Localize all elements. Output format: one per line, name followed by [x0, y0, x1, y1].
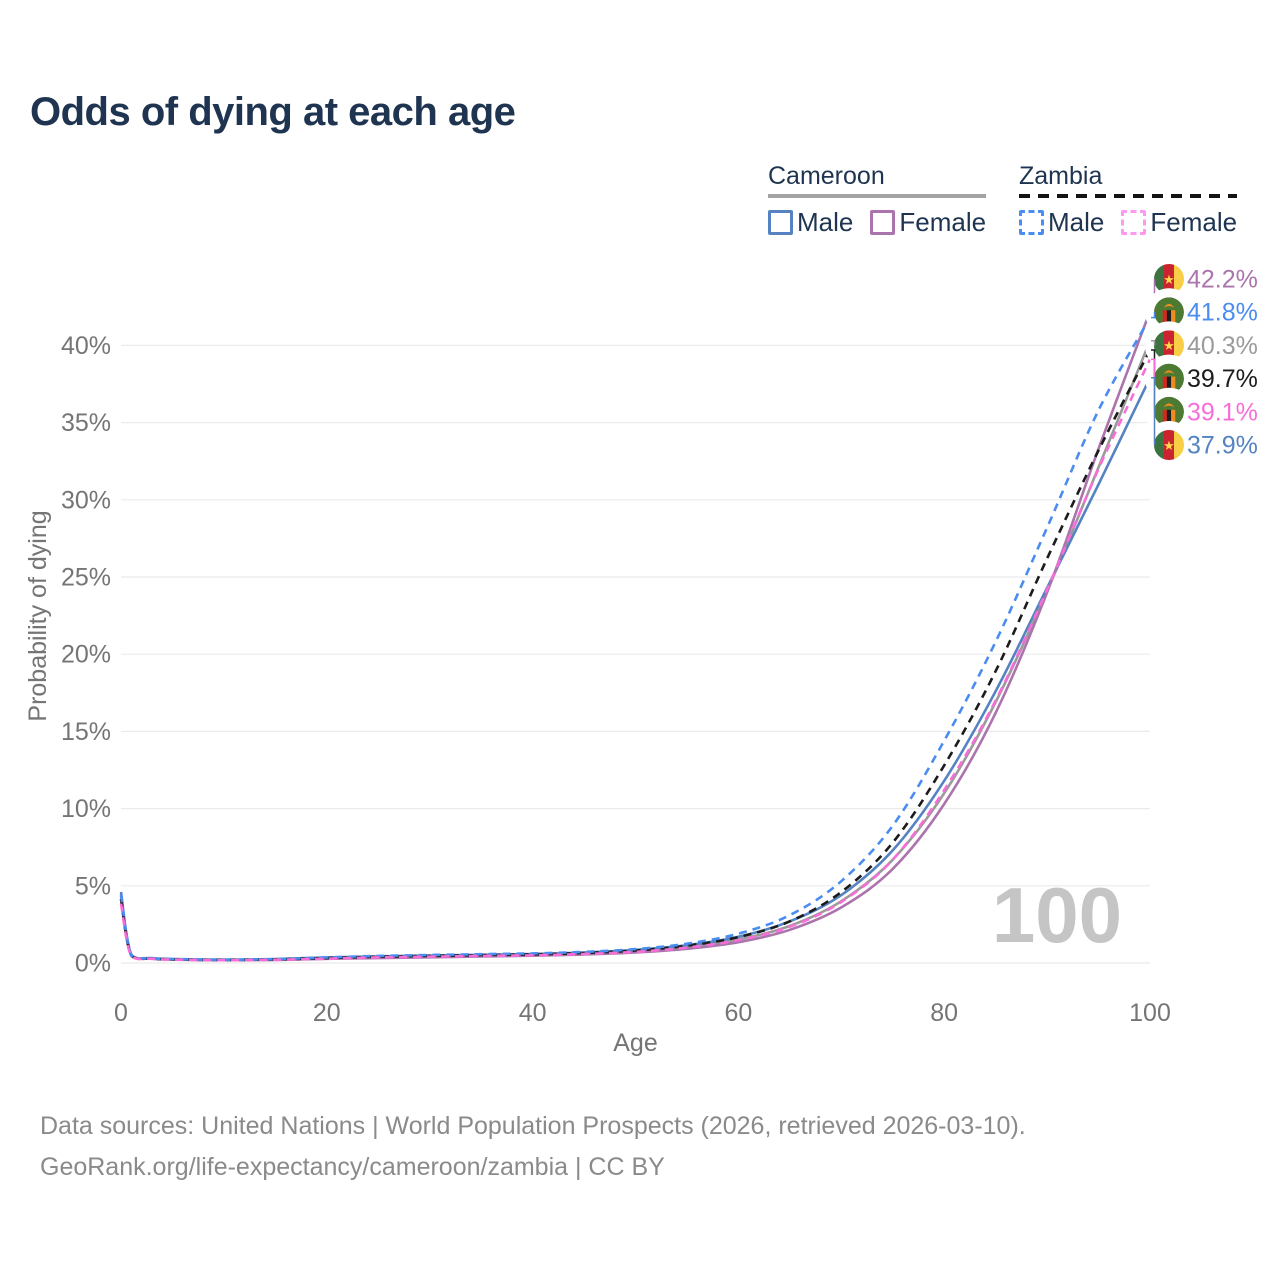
- cameroon-underline-swatch: [768, 194, 987, 198]
- legend-country-cameroon: Cameroon: [768, 162, 885, 190]
- footer-data-sources: Data sources: United Nations | World Pop…: [40, 1112, 1026, 1140]
- cameroon-flag-icon: ★: [1145, 421, 1193, 469]
- end-label-value-cameroon-female: 42.2%: [1187, 266, 1258, 294]
- series-line-zambia-male[interactable]: [119, 316, 1152, 962]
- legend-label: Female: [1150, 207, 1238, 237]
- x-tick-label: 80: [930, 999, 958, 1027]
- y-axis-title: Probability of dying: [24, 510, 52, 721]
- zambia-underline-swatch: [1019, 194, 1238, 198]
- series-line-zambia[interactable]: [119, 349, 1152, 962]
- x-tick-label: 0: [114, 999, 128, 1027]
- y-tick-label: 40%: [61, 332, 111, 360]
- legend-group-zambia: Zambia Male Female: [1019, 162, 1238, 238]
- x-tick-label: 100: [1129, 999, 1171, 1027]
- y-tick-label: 0%: [75, 950, 111, 978]
- end-label-value-cameroon: 40.3%: [1187, 332, 1258, 360]
- legend-label: Male: [1048, 207, 1105, 237]
- legend-label: Female: [899, 207, 987, 237]
- legend-item-zambia-female[interactable]: Female: [1121, 207, 1237, 238]
- page-title: Odds of dying at each age: [30, 90, 516, 134]
- legend-item-cameroon-female[interactable]: Female: [870, 207, 986, 238]
- svg-text:★: ★: [1163, 272, 1175, 287]
- legend-label: Male: [797, 207, 854, 237]
- end-label-value-zambia-female: 39.1%: [1187, 398, 1258, 426]
- chart-canvas[interactable]: 0% 5% 10% 15% 20% 25% 30% 35% 40% 0 20 40 60 80 100 Age…: [0, 0, 1280, 1080]
- end-label-connector: [1151, 377, 1156, 445]
- y-tick-label: 20%: [61, 641, 111, 669]
- series-line-cameroon-female[interactable]: [119, 310, 1152, 962]
- end-label-value-cameroon-male: 37.9%: [1187, 432, 1258, 460]
- x-tick-label: 40: [519, 999, 547, 1027]
- checkbox-zambia-male-icon[interactable]: [1019, 210, 1044, 235]
- y-tick-label: 10%: [61, 795, 111, 823]
- footer: Data sources: United Nations | World Pop…: [40, 1106, 1026, 1188]
- end-label-value-zambia-male: 41.8%: [1187, 299, 1258, 327]
- svg-text:★: ★: [1163, 438, 1175, 453]
- series-line-zambia-female[interactable]: [119, 358, 1152, 962]
- end-label-value-zambia: 39.7%: [1187, 365, 1258, 393]
- legend-country-zambia: Zambia: [1019, 162, 1103, 190]
- legend-item-cameroon-male[interactable]: Male: [768, 207, 853, 238]
- checkbox-zambia-female-icon[interactable]: [1121, 210, 1147, 235]
- checkbox-cameroon-male-icon[interactable]: [768, 210, 793, 235]
- footer-attribution: GeoRank.org/life-expectancy/cameroon/zam…: [40, 1153, 665, 1181]
- y-tick-label: 35%: [61, 409, 111, 437]
- end-label-connector: [1151, 312, 1156, 319]
- x-tick-label: 20: [313, 999, 341, 1027]
- svg-text:★: ★: [1163, 338, 1175, 353]
- legend-group-cameroon: Cameroon Male Female: [768, 162, 987, 238]
- age-watermark: 100: [991, 871, 1122, 959]
- series-line-cameroon[interactable]: [119, 340, 1152, 962]
- y-tick-label: 25%: [61, 564, 111, 592]
- x-axis-title: Age: [613, 1029, 657, 1057]
- checkbox-cameroon-female-icon[interactable]: [870, 210, 896, 235]
- y-tick-label: 5%: [75, 872, 111, 900]
- x-tick-label: 60: [724, 999, 752, 1027]
- legend-item-zambia-male[interactable]: Male: [1019, 207, 1104, 238]
- y-tick-label: 30%: [61, 486, 111, 514]
- end-label-connector: [1151, 340, 1156, 346]
- y-tick-label: 15%: [61, 718, 111, 746]
